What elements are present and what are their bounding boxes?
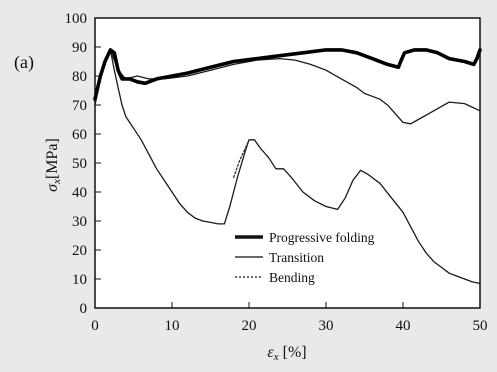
y-tick-label: 100 [65,11,88,27]
y-axis-ticks: 0 10 20 30 40 50 60 70 80 90 100 [65,11,101,317]
y-tick-label: 80 [72,69,87,85]
x-tick-label: 0 [91,318,99,334]
legend: Progressive folding Transition Bending [235,230,375,285]
legend-label: Progressive folding [269,230,375,245]
y-tick-label: 10 [72,272,87,288]
x-tick-label: 40 [396,318,411,334]
legend-label: Transition [269,250,324,265]
series-bending-dashed-segments [232,139,250,179]
panel-label: (a) [14,52,34,72]
plot-area [94,17,481,309]
x-axis-ticks: 0 10 20 30 40 50 [91,302,488,334]
x-tick-label: 50 [473,318,488,334]
y-tick-label: 50 [72,156,87,172]
y-tick-label: 20 [72,243,87,259]
y-tick-label: 30 [72,214,87,230]
series-group [93,48,482,285]
y-tick-label: 40 [72,185,87,201]
series-bending [94,49,481,285]
y-tick-label: 70 [72,98,87,114]
x-tick-label: 20 [242,318,257,334]
x-tick-label: 10 [165,318,180,334]
series-progressive-folding [93,48,482,101]
x-tick-label: 30 [319,318,334,334]
y-axis-label: σx[MPa] [44,138,63,192]
legend-label: Bending [269,270,315,285]
y-tick-label: 0 [80,301,88,317]
y-tick-label: 90 [72,40,87,56]
y-tick-label: 60 [72,127,87,143]
x-axis-label: εx [%] [267,344,306,363]
